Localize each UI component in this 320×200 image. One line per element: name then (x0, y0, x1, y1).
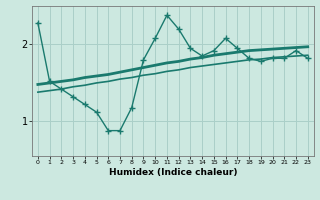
X-axis label: Humidex (Indice chaleur): Humidex (Indice chaleur) (108, 168, 237, 177)
